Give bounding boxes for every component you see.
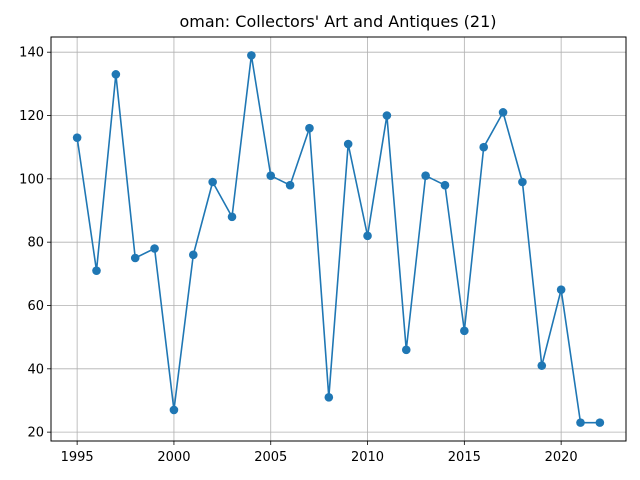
series-line xyxy=(76,54,600,424)
data-point xyxy=(130,253,140,263)
data-point xyxy=(247,51,256,60)
y-tick-label: 100 xyxy=(19,172,44,187)
chart-title: oman: Collectors' Art and Antiques (21) xyxy=(179,12,496,31)
data-point xyxy=(169,405,179,415)
data-point xyxy=(305,123,314,133)
data-point xyxy=(208,177,217,187)
data-point xyxy=(421,171,430,180)
x-tick-label: 2000 xyxy=(157,450,190,465)
x-tick-label: 1995 xyxy=(61,450,94,465)
data-point xyxy=(188,250,198,260)
y-tick-label: 20 xyxy=(27,426,44,441)
y-tick-label: 120 xyxy=(19,109,44,124)
y-tick-label: 80 xyxy=(27,236,44,251)
y-tick-label: 60 xyxy=(27,299,44,314)
x-tick-label: 2020 xyxy=(545,450,578,465)
data-point xyxy=(498,108,508,117)
plot-frame xyxy=(50,36,627,442)
data-point xyxy=(440,180,450,190)
x-tick-label: 2005 xyxy=(254,450,287,465)
y-axis: 20 40 60 80 100 120 140 xyxy=(19,46,51,441)
data-point xyxy=(150,244,159,253)
y-tick-label: 40 xyxy=(27,362,44,377)
data-point xyxy=(227,212,237,222)
data-point xyxy=(363,231,372,241)
series-group xyxy=(72,51,605,427)
data-point xyxy=(111,70,121,79)
data-point xyxy=(479,142,489,152)
data-point xyxy=(518,177,527,187)
data-point xyxy=(576,418,585,427)
data-point xyxy=(460,326,469,336)
data-point xyxy=(324,393,334,402)
y-tick-label: 140 xyxy=(19,46,44,61)
data-point xyxy=(401,345,411,355)
grid-lines xyxy=(51,37,626,441)
data-point xyxy=(92,266,101,275)
data-point xyxy=(382,111,392,120)
data-point xyxy=(343,139,353,149)
data-point xyxy=(556,285,566,294)
x-tick-label: 2015 xyxy=(448,450,481,465)
data-point xyxy=(595,418,605,427)
x-axis: 1995 2000 2005 2010 2015 2020 xyxy=(61,441,578,465)
data-point xyxy=(72,133,82,142)
x-tick-label: 2010 xyxy=(351,450,384,465)
data-point xyxy=(266,171,276,180)
data-point xyxy=(285,180,295,190)
data-point xyxy=(537,361,547,370)
